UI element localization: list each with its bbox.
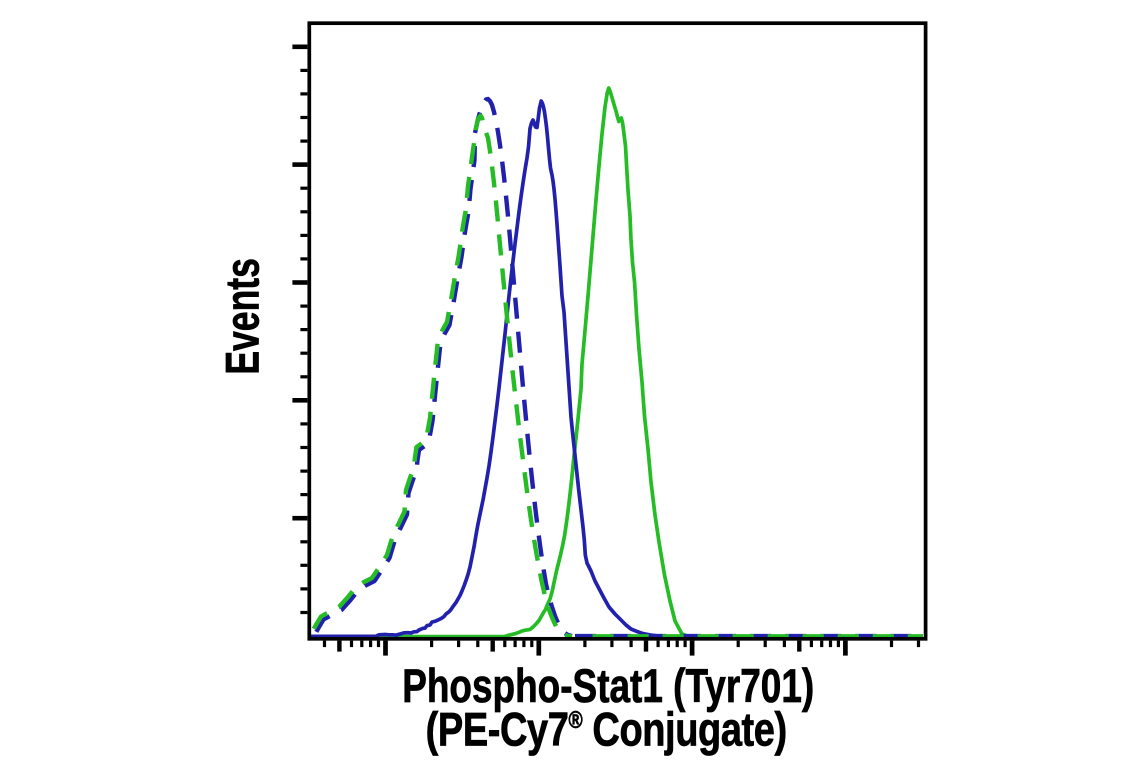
svg-text:Events: Events bbox=[217, 258, 270, 375]
svg-text:Phospho-Stat1 (Tyr701): Phospho-Stat1 (Tyr701) bbox=[402, 660, 814, 713]
svg-text:(PE-Cy7® Conjugate): (PE-Cy7® Conjugate) bbox=[426, 703, 787, 756]
